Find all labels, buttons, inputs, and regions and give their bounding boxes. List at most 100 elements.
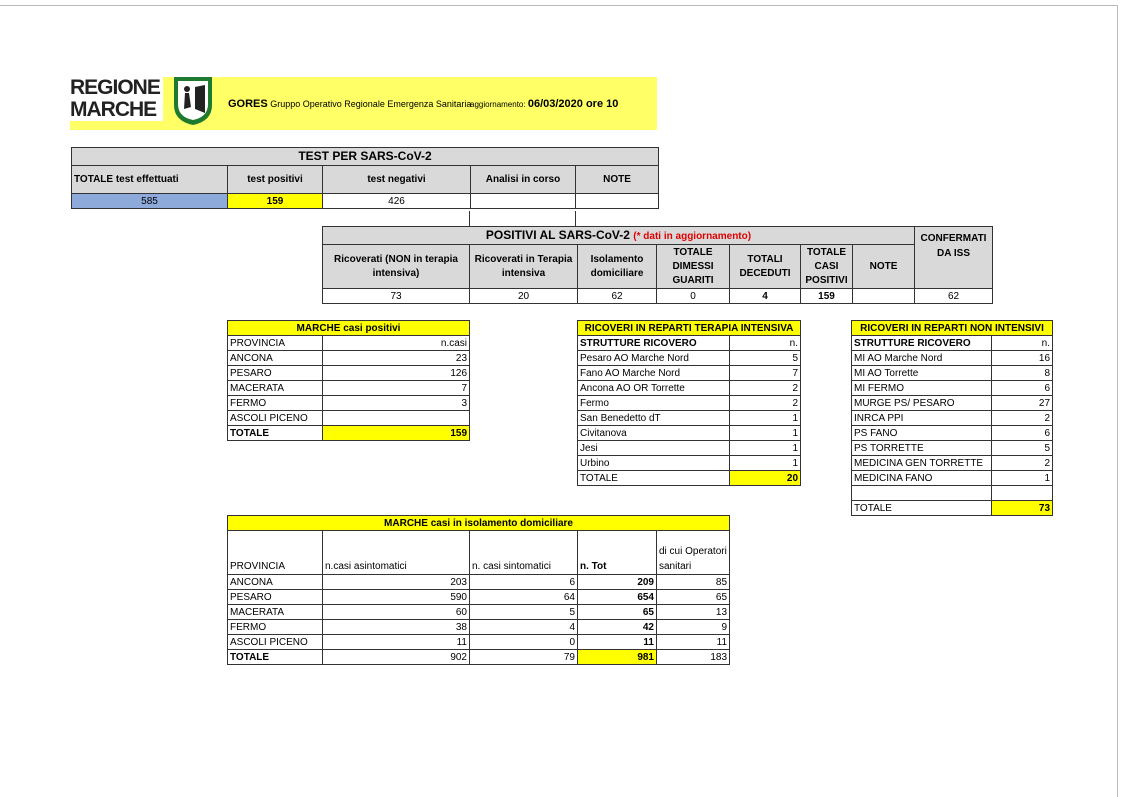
table-row: Pesaro AO Marche Nord 5 [577,350,802,366]
table-cell: Fano AO Marche Nord [577,365,730,381]
table-cell: PROVINCIA [227,335,323,351]
col-header: n. casi sintomatici [469,530,578,575]
positivi-table: POSITIVI AL SARS-CoV-2 (* dati in aggior… [322,226,993,304]
table-cell: 5 [469,604,578,620]
table-row: MEDICINA FANO 1 [851,470,1054,486]
table-row: ASCOLI PICENO 11 0 11 11 [227,634,731,650]
col-header: n.casi asintomatici [322,530,470,575]
table-cell: 5 [728,350,802,366]
table-cell: MARCHE casi positivi [226,320,471,336]
table-cell: 7 [321,380,471,396]
table-row: TOTALE 20 [577,470,802,486]
table-cell: 11 [577,634,657,650]
table-row: PS FANO 6 [851,425,1054,441]
table-cell: 1 [728,455,802,471]
table-cell: 16 [990,350,1054,366]
table-cell: PS FANO [851,425,992,441]
value-cell: 62 [577,288,657,304]
col-header: PROVINCIA [227,530,323,575]
total-tests-value: 585 [71,193,228,209]
table-cell: 42 [577,619,657,635]
table-cell: 65 [577,604,657,620]
table-cell: 159 [321,425,471,441]
table-row: FERMO 38 4 42 9 [227,619,731,635]
table-row: FERMO 3 [227,395,471,411]
col-header: TOTALE DIMESSI GUARITI [656,244,730,289]
col-header: Analisi in corso [470,165,576,194]
col-header: NOTE [852,244,915,289]
table-cell: TOTALE [227,425,323,441]
table-cell: 654 [577,589,657,605]
table-row: MACERATA 7 [227,380,471,396]
table-row: ANCONA 203 6 209 85 [227,574,731,590]
table-row: Fermo 2 [577,395,802,411]
spacer-cells [469,211,576,226]
table-cell: MI AO Marche Nord [851,350,992,366]
table-cell: 38 [322,619,470,635]
isolamento-title: MARCHE casi in isolamento domiciliare [226,515,731,531]
table-cell: PESARO [227,365,323,381]
table-row: MACERATA 60 5 65 13 [227,604,731,620]
header-banner: REGIONE MARCHE GORES Gruppo Operativo Reg… [70,77,657,130]
col-header: Ricoverati (NON in terapia intensiva) [322,244,470,289]
table-row: ANCONA 23 [227,350,471,366]
table-cell: MI AO Torrette [851,365,992,381]
table-row: TOTALE 73 [851,500,1054,516]
value-cell: 159 [800,288,853,304]
table-cell: 6 [990,380,1054,396]
table-row: ASCOLI PICENO [227,410,471,426]
table-cell: 64 [469,589,578,605]
table-cell: 203 [322,574,470,590]
table-cell: MACERATA [227,380,323,396]
table-row: Fano AO Marche Nord 7 [577,365,802,381]
table-cell: MEDICINA GEN TORRETTE [851,455,992,471]
col-header: Isolamento domiciliare [577,244,657,289]
table-row: STRUTTURE RICOVERO n. [577,335,802,351]
table-row: Ancona AO OR Torrette 2 [577,380,802,396]
table-cell [851,485,992,501]
table-row: RICOVERI IN REPARTI TERAPIA INTENSIVA [576,320,802,336]
table-cell: TOTALE [851,500,992,516]
table-cell [321,410,471,426]
col-header: Ricoverati in Terapia intensiva [469,244,578,289]
table-cell: TOTALE [577,470,730,486]
table-cell: 2 [728,380,802,396]
non-intensivi-table: RICOVERI IN REPARTI NON INTENSIVI STRUTTU… [850,320,1054,516]
value-cell: 73 [322,288,470,304]
table-cell: 73 [990,500,1054,516]
notes-value [575,193,659,209]
table-cell: Jesi [577,440,730,456]
table-cell: 3 [321,395,471,411]
test-table-title: TEST PER SARS-CoV-2 [71,147,659,166]
in-progress-value [470,193,576,209]
page-frame [0,5,1118,797]
table-cell: ASCOLI PICENO [227,634,323,650]
table-cell: 1 [728,410,802,426]
table-cell: STRUTTURE RICOVERO [851,335,992,351]
isolamento-table: MARCHE casi in isolamento domiciliare PR… [226,515,731,665]
col-header: NOTE [575,165,659,194]
col-header: TOTALE CASI POSITIVI [800,244,853,289]
table-row: Civitanova 1 [577,425,802,441]
table-row: TOTALE 902 79 981 183 [227,649,731,665]
casi-positivi-table: MARCHE casi positivi PROVINCIA n.casi ANCON… [226,320,471,441]
table-cell: PS TORRETTE [851,440,992,456]
table-row: MI AO Torrette 8 [851,365,1054,381]
update-info: aggiornamento: 06/03/2020 ore 10 [470,98,619,110]
table-row: Jesi 1 [577,440,802,456]
table-cell: INRCA PPI [851,410,992,426]
table-cell: 65 [655,589,731,605]
table-cell: 590 [322,589,470,605]
table-cell: MEDICINA FANO [851,470,992,486]
table-cell: MURGE PS/ PESARO [851,395,992,411]
table-row: San Benedetto dT 1 [577,410,802,426]
table-row: PESARO 590 64 654 65 [227,589,731,605]
table-cell: 6 [990,425,1054,441]
table-cell: 1 [728,440,802,456]
test-table: TEST PER SARS-CoV-2 TOTALE test effettua… [71,147,659,209]
table-cell: 2 [728,395,802,411]
table-row: MARCHE casi positivi [226,320,471,336]
table-cell: 8 [990,365,1054,381]
negative-tests-value: 426 [322,193,471,209]
value-cell: 20 [469,288,578,304]
